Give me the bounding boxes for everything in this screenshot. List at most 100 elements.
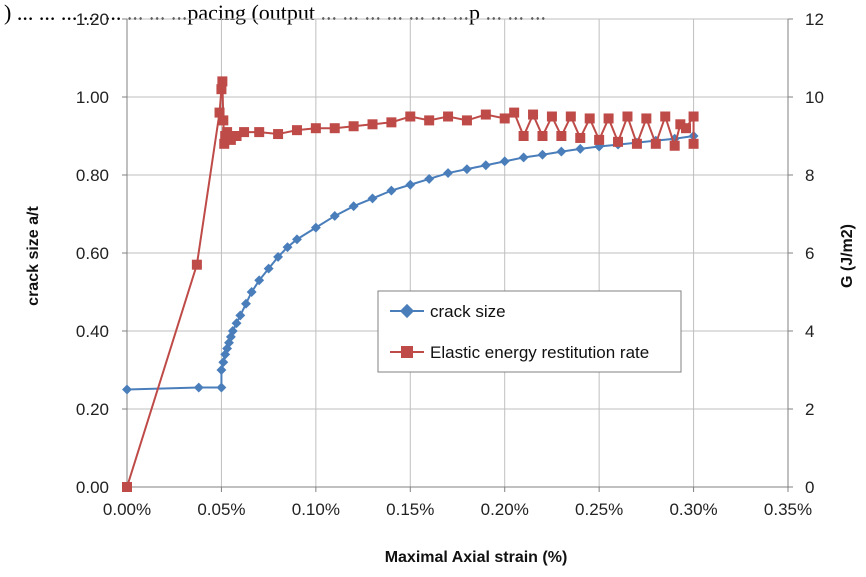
crack-size-point <box>480 160 491 171</box>
axes: 0.00% 0.05% 0.10% 0.15% 0.20% 0.25% 0.30% 0.35%… <box>76 10 824 519</box>
crack-size-point <box>254 275 265 286</box>
y-right-tick-label: 0 <box>805 478 814 497</box>
energy-rate-point <box>386 117 397 128</box>
y-right-tick-label: 12 <box>805 10 824 29</box>
energy-rate-point <box>480 109 491 120</box>
energy-rate-point <box>310 123 321 134</box>
y-left-tick-label: 0.20 <box>76 400 109 419</box>
energy-rate-point <box>461 115 472 126</box>
energy-rate-point <box>231 131 242 141</box>
energy-rate-point <box>546 111 557 122</box>
energy-rate-point <box>122 482 132 492</box>
x-tick-label: 0.00% <box>103 500 151 519</box>
energy-rate-point <box>641 113 652 124</box>
energy-rate-point <box>650 138 661 149</box>
crack-size-point <box>218 357 229 368</box>
energy-rate-point <box>613 136 624 147</box>
energy-rate-point <box>225 134 236 145</box>
crack-size-point <box>310 222 321 233</box>
energy-rate-point <box>688 138 699 149</box>
series-energy-rate <box>122 76 699 492</box>
energy-rate-point <box>631 138 642 149</box>
legend-box <box>377 290 682 373</box>
energy-rate-point <box>191 259 202 270</box>
crack-size-point <box>443 168 454 178</box>
energy-rate-point <box>443 111 454 122</box>
energy-rate-point <box>528 109 539 120</box>
energy-rate-point <box>518 131 529 141</box>
crack-size-point <box>246 287 257 297</box>
crack-size-point <box>575 143 586 154</box>
energy-rate-point <box>239 127 250 138</box>
energy-rate-point <box>424 115 435 126</box>
energy-rate-point <box>216 84 227 95</box>
crack-size-point <box>292 234 302 245</box>
energy-rate-point <box>499 113 510 124</box>
x-tick-label: 0.30% <box>669 500 717 519</box>
crack-size-point <box>405 179 416 190</box>
energy-rate-point <box>219 138 230 149</box>
crack-size-point <box>386 185 397 196</box>
crack-size-point <box>461 164 472 175</box>
legend-energy-marker <box>401 346 413 358</box>
x-tick-label: 0.35% <box>764 500 812 519</box>
crack-size-point <box>556 146 567 157</box>
crack-size-point <box>231 318 242 329</box>
crack-size-point <box>518 152 529 163</box>
x-tick-label: 0.10% <box>292 500 340 519</box>
x-tick-label: 0.25% <box>575 500 623 519</box>
crack-size-point <box>282 242 293 253</box>
caption-top: ) ... ... ... ... ... ... ... ...pacing … <box>4 0 546 25</box>
crack-size-point <box>329 211 340 221</box>
energy-rate-point <box>217 76 228 87</box>
energy-rate-point <box>565 111 576 122</box>
y-right-tick-label: 4 <box>805 322 814 341</box>
x-tick-label: 0.20% <box>481 500 529 519</box>
crack-size-point <box>348 201 359 212</box>
energy-rate-point <box>669 140 680 151</box>
energy-rate-point <box>405 111 416 122</box>
energy-rate-point <box>254 127 265 138</box>
crack-size-point <box>367 193 378 204</box>
energy-rate-point <box>537 131 548 141</box>
y-left-tick-label: 1.00 <box>76 88 109 107</box>
legend: crack size Elastic energy restitution ra… <box>377 290 682 373</box>
energy-rate-point <box>348 121 359 132</box>
legend-crack-marker <box>399 303 415 319</box>
energy-rate-point <box>218 115 229 126</box>
energy-rate-point <box>509 107 520 118</box>
crack-size-point <box>424 173 435 184</box>
energy-rate-point <box>660 111 671 122</box>
y-left-tick-label: 1.20 <box>76 10 109 29</box>
energy-rate-point <box>594 134 605 145</box>
crack-size-point <box>499 156 510 167</box>
crack-size-point <box>263 263 274 274</box>
crack-size-point <box>216 365 227 375</box>
x-tick-label: 0.15% <box>386 500 434 519</box>
y-left-tick-label: 0.40 <box>76 322 109 341</box>
crack-size-point <box>122 384 132 395</box>
series-layer <box>122 76 699 492</box>
y-left-tick-label: 0.80 <box>76 166 109 185</box>
y-right-tick-label: 10 <box>805 88 824 107</box>
energy-rate-point <box>291 125 302 136</box>
legend-crack-label: crack size <box>430 302 506 321</box>
crack-size-point <box>216 382 227 393</box>
crack-size-point <box>537 149 548 160</box>
y-axis-right-label: G (J/m2) <box>839 224 856 288</box>
energy-rate-point <box>681 123 692 134</box>
crack-size-point <box>193 382 204 393</box>
energy-rate-point <box>675 119 686 130</box>
y-left-tick-label: 0.00 <box>76 478 109 497</box>
energy-rate-point <box>367 119 378 130</box>
crack-size-point <box>273 251 284 262</box>
y-right-tick-label: 6 <box>805 244 814 263</box>
energy-rate-point <box>222 127 233 138</box>
energy-rate-point <box>329 123 340 134</box>
y-right-tick-label: 8 <box>805 166 814 185</box>
energy-rate-point <box>688 111 699 122</box>
crack-size-point <box>241 298 251 309</box>
y-right-tick-label: 2 <box>805 400 814 419</box>
